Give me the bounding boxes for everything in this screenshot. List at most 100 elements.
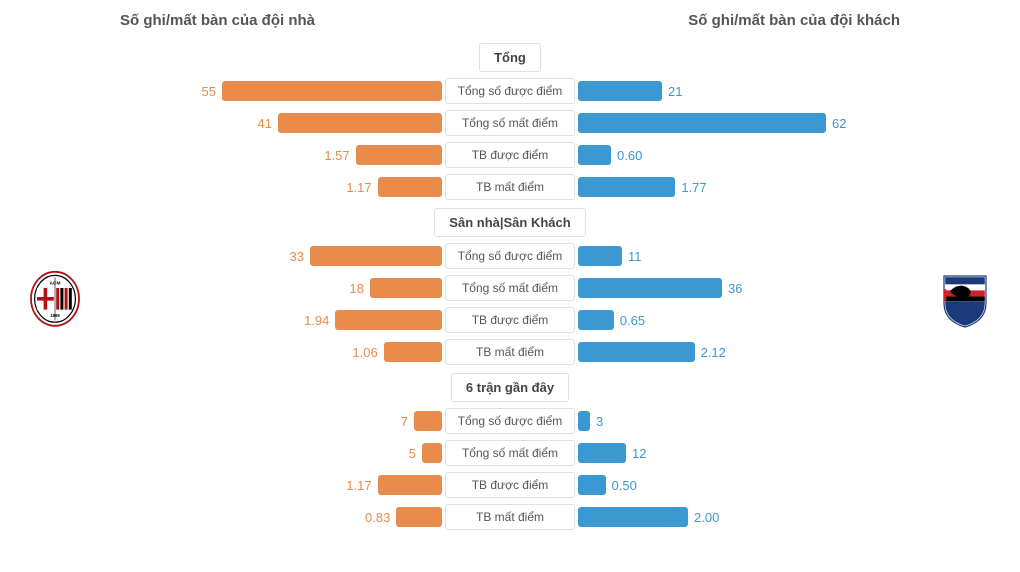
- away-bar-side: 0.60: [578, 145, 918, 165]
- home-bar-side: 5: [102, 443, 442, 463]
- stat-label: TB mất điểm: [445, 504, 575, 530]
- home-header-title: Số ghi/mất bàn của đội nhà: [120, 12, 315, 29]
- home-bar: [384, 342, 442, 362]
- home-bar: [222, 81, 442, 101]
- home-value-label: 5: [403, 446, 422, 461]
- stat-label: Tổng số mất điểm: [445, 110, 575, 136]
- away-bar: [578, 113, 826, 133]
- away-bar-side: 36: [578, 278, 918, 298]
- away-bar: [578, 310, 614, 330]
- stat-label: Tổng số mất điểm: [445, 275, 575, 301]
- away-bar: [578, 475, 606, 495]
- away-value-label: 11: [622, 249, 648, 264]
- home-bar: [378, 475, 442, 495]
- away-bar: [578, 177, 675, 197]
- home-bar: [396, 507, 442, 527]
- home-bar: [414, 411, 442, 431]
- home-value-label: 41: [252, 116, 278, 131]
- home-bar: [278, 113, 442, 133]
- home-bar-side: 1.17: [102, 475, 442, 495]
- chart-container: Số ghi/mất bàn của đội nhà Số ghi/mất bà…: [0, 0, 1020, 572]
- home-bar-side: 1.57: [102, 145, 442, 165]
- acmilan-badge-icon: ACM 1899: [25, 270, 85, 330]
- home-bar-side: 41: [102, 113, 442, 133]
- stat-label: TB mất điểm: [445, 174, 575, 200]
- away-bar-side: 12: [578, 443, 918, 463]
- stat-label: Tổng số được điểm: [445, 78, 575, 104]
- away-bar-side: 2.00: [578, 507, 918, 527]
- home-value-label: 7: [395, 414, 414, 429]
- home-bar-side: 1.17: [102, 177, 442, 197]
- away-bar-side: 11: [578, 246, 918, 266]
- home-bar-side: 7: [102, 411, 442, 431]
- chart-header: Số ghi/mất bàn của đội nhà Số ghi/mất bà…: [0, 0, 1020, 37]
- home-bar-side: 55: [102, 81, 442, 101]
- sampdoria-badge-icon: [935, 270, 995, 330]
- section: Sân nhà|Sân Khách 33 Tổng số được điểm 11 18…: [0, 202, 1020, 367]
- away-value-label: 62: [826, 116, 852, 131]
- away-value-label: 0.50: [606, 478, 643, 493]
- home-bar: [378, 177, 442, 197]
- stat-row: 1.06 TB mất điểm 2.12: [0, 337, 1020, 367]
- stat-label: Tổng số mất điểm: [445, 440, 575, 466]
- sections-wrapper: Tổng55Tổng số được điểm2141Tổng số mất đ…: [0, 37, 1020, 532]
- away-bar: [578, 342, 695, 362]
- section: Tổng 55Tổng số được điểm 21 41 Tổng số mất đ…: [0, 37, 1020, 202]
- home-bar-side: 18: [102, 278, 442, 298]
- away-bar-side: 1.77: [578, 177, 918, 197]
- stat-row: 33 Tổng số được điểm 11: [0, 241, 1020, 271]
- home-value-label: 1.57: [318, 148, 355, 163]
- away-bar: [578, 145, 611, 165]
- stat-label: TB mất điểm: [445, 339, 575, 365]
- stat-row: 5 Tổng số mất điểm 12: [0, 438, 1020, 468]
- home-value-label: 18: [344, 281, 370, 296]
- home-bar: [335, 310, 442, 330]
- section: 6 trận gần đây 7 Tổng số được điểm3 5 Tổng s…: [0, 367, 1020, 532]
- section-title: Sân nhà|Sân Khách: [434, 208, 585, 237]
- away-bar: [578, 81, 662, 101]
- home-value-label: 1.06: [346, 345, 383, 360]
- svg-text:ACM: ACM: [50, 280, 61, 286]
- stat-row: 0.83 TB mất điểm 2.00: [0, 502, 1020, 532]
- home-bar-side: 1.06: [102, 342, 442, 362]
- stat-row: 1.17 TB được điểm 0.50: [0, 470, 1020, 500]
- away-bar-side: 21: [578, 81, 918, 101]
- away-bar-side: 62: [578, 113, 918, 133]
- away-value-label: 21: [662, 84, 688, 99]
- away-bar-side: 0.65: [578, 310, 918, 330]
- stat-row: 1.94 TB được điểm0.65: [0, 305, 1020, 335]
- home-bar-side: 0.83: [102, 507, 442, 527]
- away-bar-side: 0.50: [578, 475, 918, 495]
- away-value-label: 2.12: [695, 345, 732, 360]
- stat-row: 1.17 TB mất điểm 1.77: [0, 172, 1020, 202]
- away-value-label: 36: [722, 281, 748, 296]
- section-title: Tổng: [479, 43, 541, 72]
- stat-row: 41 Tổng số mất điểm 62: [0, 108, 1020, 138]
- stat-label: Tổng số được điểm: [445, 408, 575, 434]
- home-value-label: 33: [284, 249, 310, 264]
- home-bar: [310, 246, 442, 266]
- home-bar: [370, 278, 442, 298]
- away-bar-side: 3: [578, 411, 918, 431]
- stat-label: TB được điểm: [445, 472, 575, 498]
- away-value-label: 12: [626, 446, 652, 461]
- stat-row: 7 Tổng số được điểm3: [0, 406, 1020, 436]
- home-value-label: 1.94: [298, 313, 335, 328]
- home-bar-side: 33: [102, 246, 442, 266]
- away-bar: [578, 443, 626, 463]
- away-bar: [578, 278, 722, 298]
- stat-label: Tổng số được điểm: [445, 243, 575, 269]
- home-value-label: 1.17: [340, 478, 377, 493]
- home-value-label: 0.83: [359, 510, 396, 525]
- away-value-label: 2.00: [688, 510, 725, 525]
- away-bar-side: 2.12: [578, 342, 918, 362]
- home-value-label: 1.17: [340, 180, 377, 195]
- stat-row: 18 Tổng số mất điểm 36: [0, 273, 1020, 303]
- stat-row: 1.57TB được điểm0.60: [0, 140, 1020, 170]
- stat-label: TB được điểm: [445, 307, 575, 333]
- section-title: 6 trận gần đây: [451, 373, 569, 402]
- away-team-logo: [935, 270, 995, 330]
- away-header-title: Số ghi/mất bàn của đội khách: [688, 12, 900, 29]
- away-bar: [578, 411, 590, 431]
- away-value-label: 1.77: [675, 180, 712, 195]
